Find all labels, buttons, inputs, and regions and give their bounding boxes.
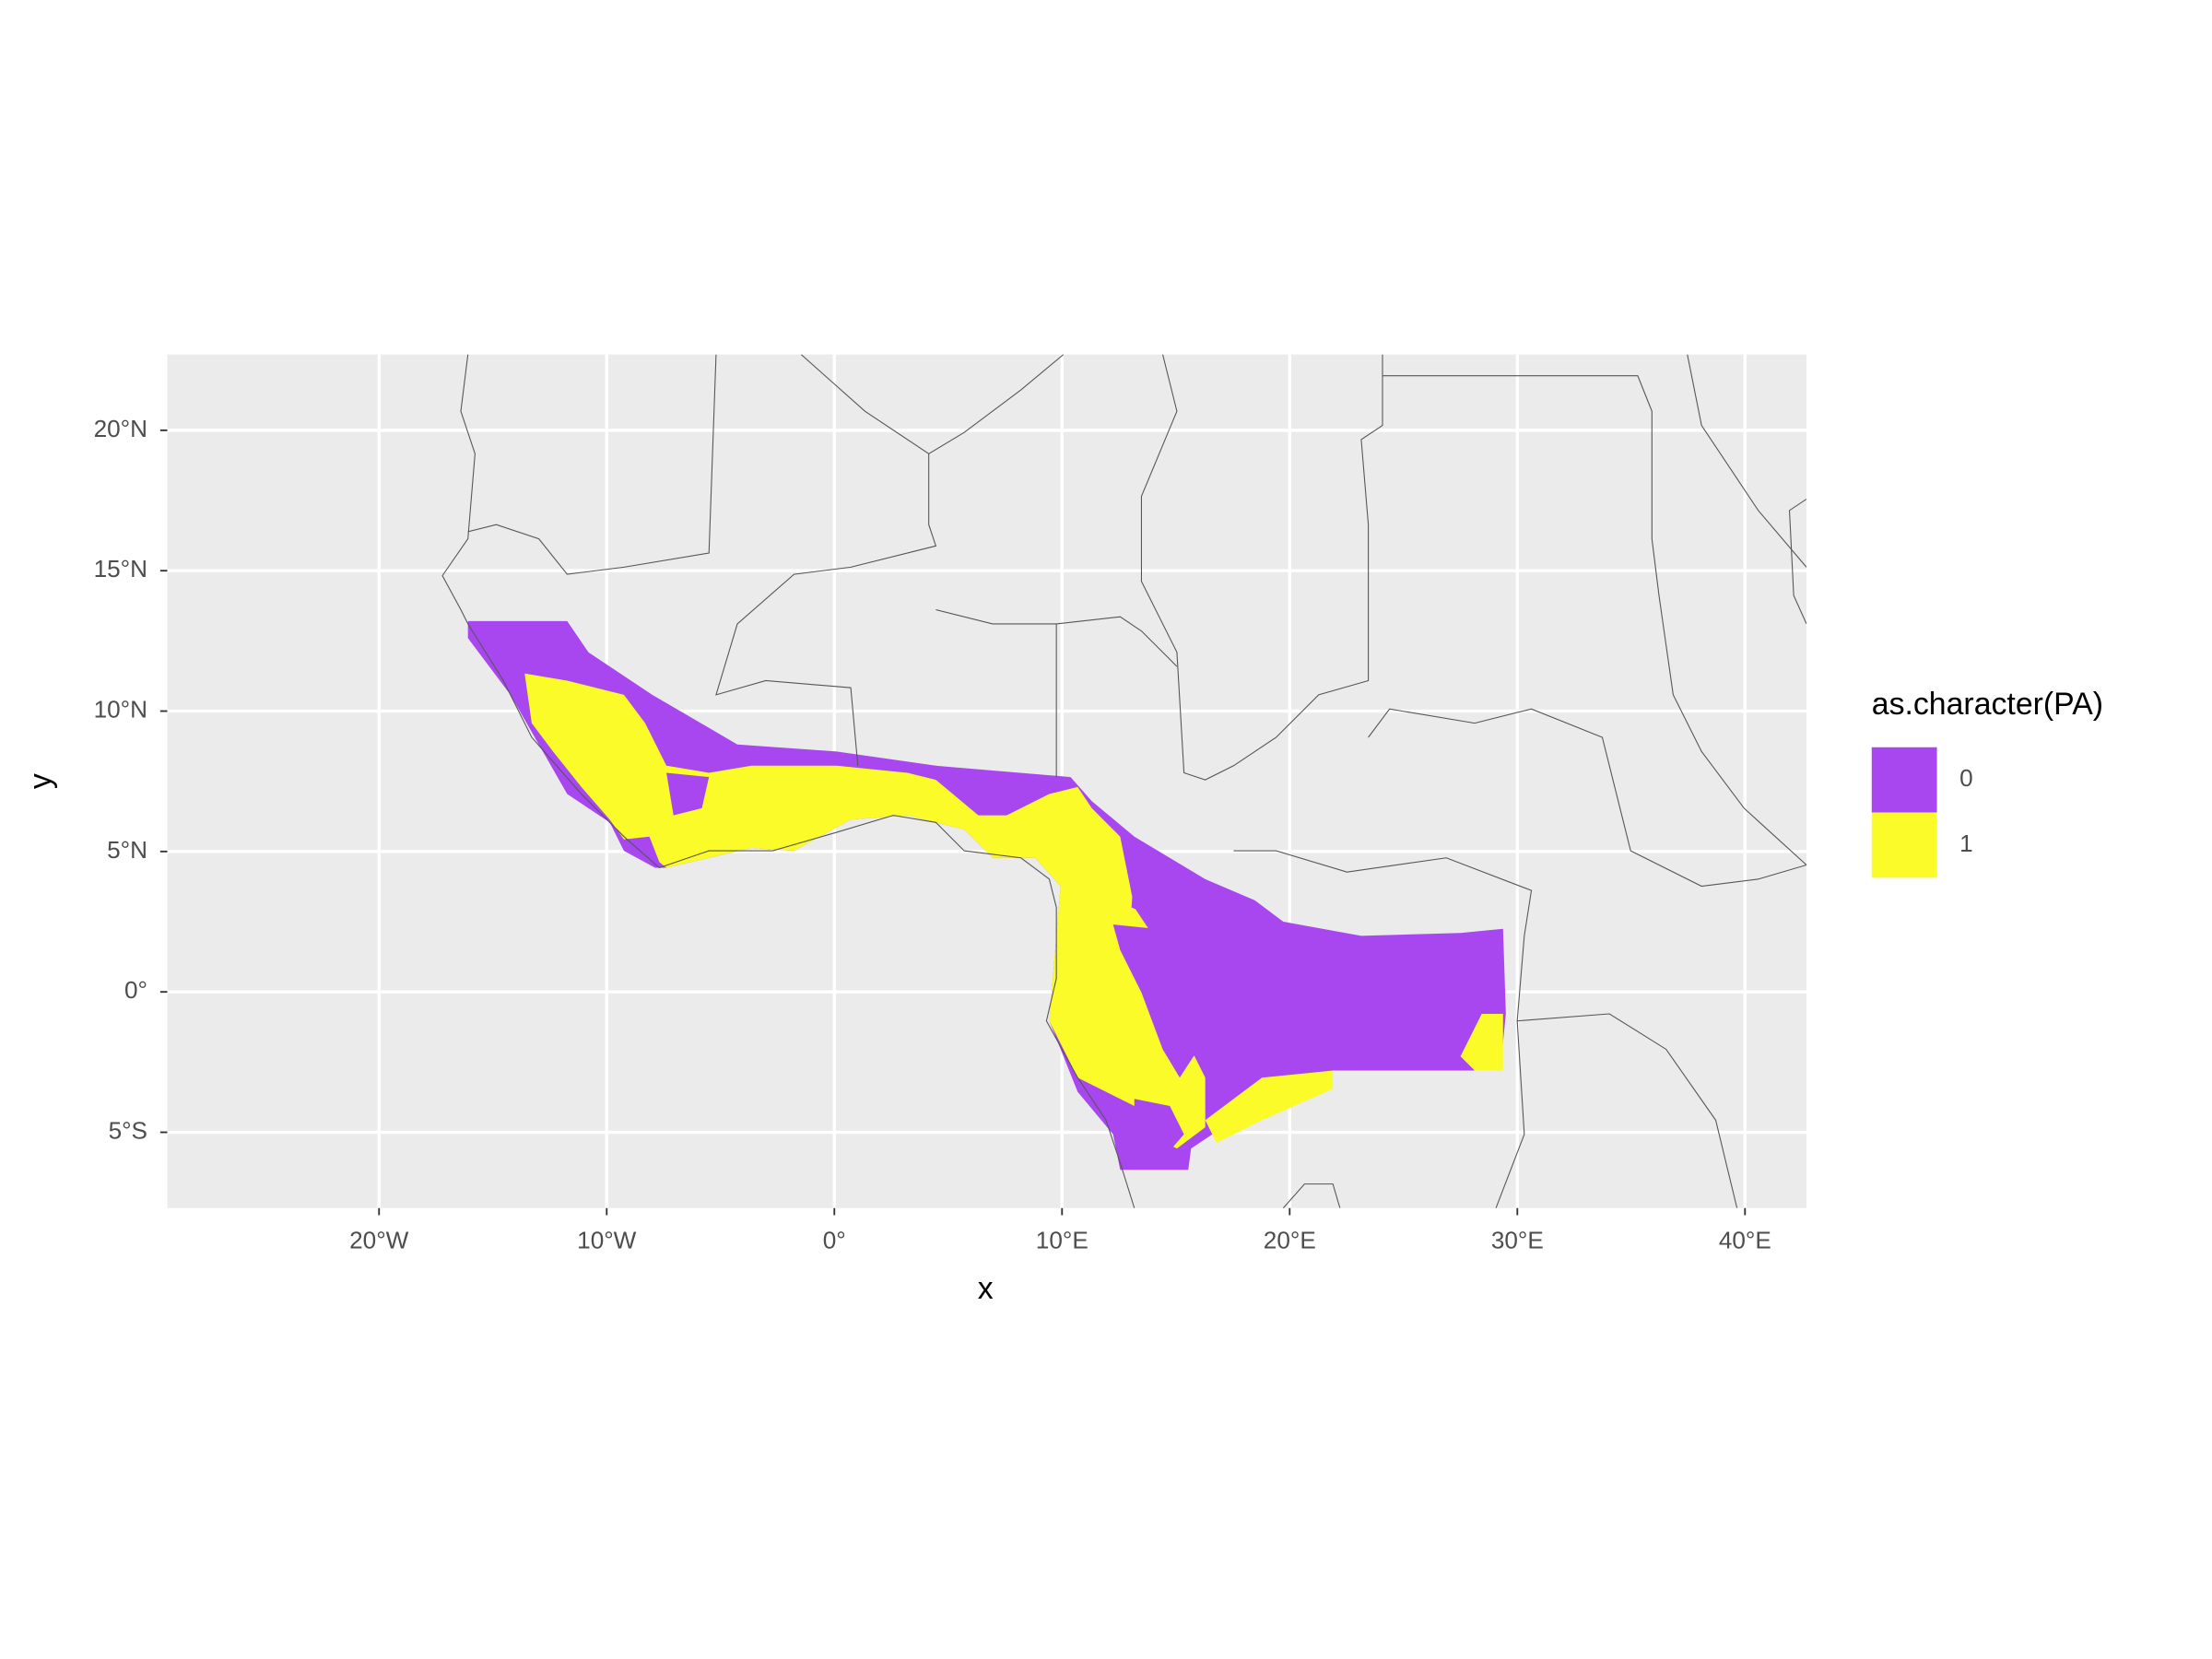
grid [167, 354, 1806, 1208]
x-tick-label: 20°W [349, 1227, 409, 1254]
x-tick-label: 10°E [1036, 1227, 1088, 1254]
legend: 01 [1871, 747, 1973, 878]
y-tick-label: 5°N [107, 836, 147, 864]
country-borders [441, 354, 1806, 1208]
region-absent [1112, 924, 1198, 1078]
legend-key [1871, 812, 1937, 878]
region-present [1460, 1014, 1503, 1071]
map-layer [441, 354, 1806, 1208]
y-tick-label: 10°N [94, 695, 147, 723]
region-present [1205, 1070, 1334, 1143]
y-axis-title: y [23, 773, 58, 789]
legend-label: 1 [1959, 830, 1973, 857]
region-absent [666, 772, 710, 816]
y-tick-label: 15°N [94, 555, 147, 582]
legend-key [1871, 747, 1937, 813]
region-absent [1131, 865, 1156, 915]
legend-title: as.character(PA) [1872, 687, 2103, 722]
region-absent [1134, 1099, 1184, 1156]
y-tick-label: 5°S [109, 1116, 147, 1144]
x-tick-label: 20°E [1264, 1227, 1316, 1254]
x-tick-label: 0° [823, 1227, 846, 1254]
x-tick-label: 10°W [577, 1227, 637, 1254]
region-absent [467, 620, 1506, 1171]
x-tick-label: 30°E [1491, 1227, 1544, 1254]
y-tick-label: 20°N [94, 415, 147, 442]
x-tick-label: 40°E [1719, 1227, 1771, 1254]
y-tick-label: 0° [124, 976, 147, 1004]
axes: 20°W 10°W 0° 10°E 20°E 30°E 40°E 5°S 0° 5°N 10°N 15… [94, 415, 1771, 1254]
x-axis-title: x [978, 1271, 994, 1306]
legend-label: 0 [1959, 764, 1973, 792]
